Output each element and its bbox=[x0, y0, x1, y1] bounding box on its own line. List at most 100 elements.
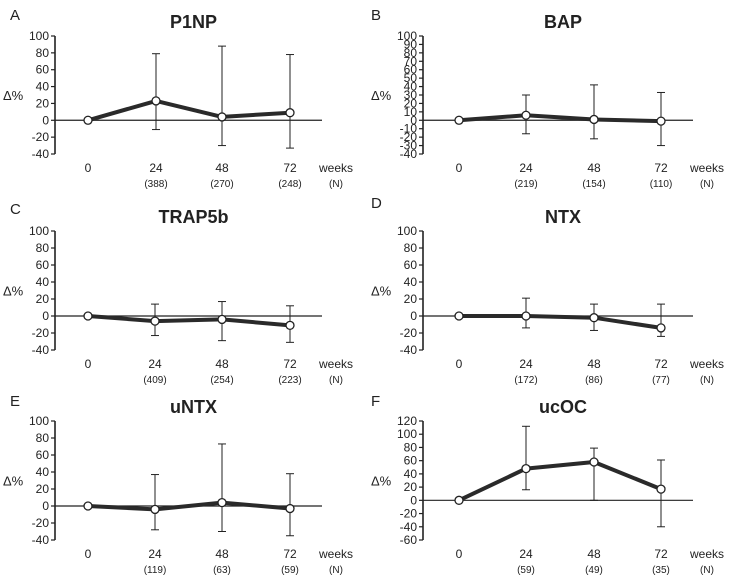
y-tick-label: -30 bbox=[400, 139, 418, 153]
data-point bbox=[217, 314, 227, 325]
x-axis-unit: weeks bbox=[689, 547, 724, 561]
panel-b: B BAP-40-30-20-100102030405060708090100Δ%… bbox=[371, 7, 724, 190]
panel-title: uNTX bbox=[170, 397, 217, 417]
x-tick-label: 24 bbox=[148, 357, 162, 371]
data-point bbox=[285, 320, 295, 331]
panel-a: A P1NP -40 -20 0 20 40 60 80 100 Δ% 0 24 (388) 48 (270)… bbox=[3, 7, 353, 190]
n-count: (49) bbox=[585, 565, 603, 576]
y-tick-label: 100 bbox=[29, 224, 49, 238]
x-tick-label: 72 bbox=[283, 161, 297, 175]
y-tick-label: 40 bbox=[404, 275, 418, 289]
data-point bbox=[589, 457, 599, 467]
y-tick-label: 100 bbox=[397, 29, 417, 43]
data-point bbox=[151, 96, 161, 106]
series-line bbox=[87, 314, 291, 328]
x-axis-unit: weeks bbox=[318, 547, 353, 561]
panel-letter: C bbox=[10, 201, 21, 218]
n-count: (248) bbox=[278, 179, 301, 190]
y-tick-label: -20 bbox=[400, 507, 418, 521]
y-tick-label: -40 bbox=[400, 520, 418, 534]
data-point bbox=[656, 484, 666, 494]
y-axis-label: Δ% bbox=[371, 284, 392, 299]
data-point bbox=[150, 316, 160, 326]
y-tick-label: -40 bbox=[32, 147, 50, 161]
data-point bbox=[217, 112, 227, 122]
y-tick-label: 60 bbox=[404, 63, 418, 77]
y-tick-label: 80 bbox=[36, 241, 50, 255]
panel-c: C TRAP5b -40 -20 0 20 40 60 80 100 Δ% 0 24 (409) 48 (25… bbox=[3, 201, 353, 386]
panel-letter: D bbox=[371, 195, 382, 212]
n-count: (223) bbox=[278, 375, 301, 386]
panel-d: D NTX -40 -20 0 20 40 60 80 100 Δ% 0 24 (172) 48 (86) 72… bbox=[371, 195, 724, 386]
y-axis-label: Δ% bbox=[371, 474, 392, 489]
y-tick-label: 70 bbox=[404, 54, 418, 68]
n-count: (63) bbox=[213, 565, 231, 576]
data-point bbox=[521, 110, 531, 120]
data-point bbox=[521, 311, 531, 321]
data-point bbox=[656, 323, 666, 333]
y-tick-label: 90 bbox=[404, 37, 418, 51]
y-tick-label: -40 bbox=[400, 147, 418, 161]
y-tick-label: -40 bbox=[400, 343, 418, 357]
x-tick-label: 0 bbox=[456, 547, 463, 561]
data-point bbox=[454, 311, 464, 321]
y-tick-label: -10 bbox=[400, 122, 418, 136]
n-count: (154) bbox=[582, 179, 605, 190]
data-point bbox=[454, 115, 464, 125]
series-line bbox=[87, 500, 291, 512]
series-line bbox=[458, 459, 662, 503]
y-tick-label: 120 bbox=[397, 414, 417, 428]
y-tick-label: -20 bbox=[32, 130, 50, 144]
y-tick-label: 60 bbox=[36, 63, 50, 77]
y-tick-label: 20 bbox=[36, 482, 50, 496]
x-tick-label: 48 bbox=[215, 357, 229, 371]
n-count: (86) bbox=[585, 375, 603, 386]
series-line bbox=[87, 98, 291, 123]
n-count: (110) bbox=[650, 179, 673, 190]
y-tick-label: 100 bbox=[29, 29, 49, 43]
n-count: (35) bbox=[652, 565, 670, 576]
data-point bbox=[656, 116, 666, 126]
y-tick-label: -40 bbox=[32, 533, 50, 547]
y-tick-label: 20 bbox=[404, 292, 418, 306]
y-tick-label: 0 bbox=[410, 493, 417, 507]
x-tick-label: 72 bbox=[654, 161, 668, 175]
n-label: (N) bbox=[329, 375, 343, 386]
x-tick-label: 24 bbox=[519, 547, 533, 561]
n-count: (59) bbox=[517, 565, 535, 576]
n-count: (409) bbox=[143, 375, 166, 386]
n-count: (172) bbox=[514, 375, 537, 386]
panel-title: BAP bbox=[544, 12, 582, 32]
x-tick-label: 72 bbox=[283, 357, 297, 371]
x-tick-label: 24 bbox=[519, 357, 533, 371]
x-tick-label: 24 bbox=[149, 161, 163, 175]
panel-title: NTX bbox=[545, 207, 581, 227]
panel-letter: F bbox=[371, 393, 380, 410]
y-tick-label: 80 bbox=[404, 46, 418, 60]
n-label: (N) bbox=[700, 179, 714, 190]
x-tick-label: 72 bbox=[654, 547, 668, 561]
panel-letter: A bbox=[10, 7, 20, 24]
x-tick-label: 0 bbox=[85, 547, 92, 561]
y-tick-label: -60 bbox=[400, 533, 418, 547]
y-tick-label: -20 bbox=[400, 326, 418, 340]
panel-title: ucOC bbox=[539, 397, 587, 417]
data-point bbox=[589, 313, 599, 323]
y-tick-label: 60 bbox=[36, 258, 50, 272]
x-axis-unit: weeks bbox=[689, 161, 724, 175]
x-axis-unit: weeks bbox=[318, 161, 353, 175]
n-count: (254) bbox=[210, 375, 233, 386]
y-tick-label: 60 bbox=[404, 258, 418, 272]
n-count: (59) bbox=[281, 565, 299, 576]
panel-title: TRAP5b bbox=[158, 207, 228, 227]
y-tick-label: 100 bbox=[397, 224, 417, 238]
x-tick-label: 0 bbox=[85, 161, 92, 175]
data-point bbox=[589, 114, 599, 125]
data-point bbox=[454, 495, 464, 505]
y-tick-label: 30 bbox=[404, 88, 418, 102]
data-point bbox=[285, 108, 295, 118]
y-tick-label: 40 bbox=[36, 275, 50, 289]
data-point bbox=[150, 504, 160, 515]
